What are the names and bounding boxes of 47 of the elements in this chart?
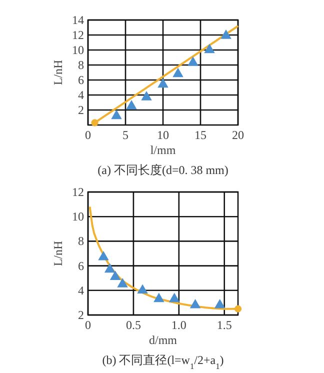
point	[234, 305, 242, 312]
x-tick-label: 0	[85, 318, 91, 332]
point	[126, 100, 137, 110]
x-axis-title: l/mm	[150, 143, 176, 157]
y-tick-label: 10	[72, 43, 84, 57]
y-axis-title: L/nH	[51, 240, 65, 266]
point	[168, 292, 180, 302]
y-tick-label: 12	[72, 28, 84, 42]
x-tick-label: 20	[232, 128, 244, 142]
point	[172, 68, 184, 78]
y-tick-label: 10	[72, 210, 84, 224]
point	[190, 298, 201, 308]
x-tick-label: 15	[194, 128, 206, 142]
y-tick-label: 4	[78, 88, 84, 102]
x-tick-label: 10	[157, 128, 169, 142]
x-axis-title: d/mm	[148, 333, 178, 347]
x-tick-label: 0.5	[126, 318, 141, 332]
point	[111, 110, 122, 120]
point	[91, 119, 98, 126]
x-tick-label: 1.0	[171, 318, 186, 332]
point	[98, 250, 109, 260]
x-tick-label: 5	[122, 128, 128, 142]
point	[158, 78, 168, 88]
point	[117, 278, 128, 288]
point	[110, 270, 121, 280]
y-tick-label: 8	[78, 58, 84, 72]
point	[220, 30, 232, 39]
point	[137, 284, 148, 294]
y-tick-label: 14	[72, 13, 84, 27]
point	[204, 44, 215, 54]
y-tick-label: 2	[78, 103, 84, 117]
x-tick-label: 1.5	[216, 318, 232, 332]
y-tick-label: 2	[78, 308, 84, 322]
y-tick-label: 12	[72, 185, 84, 199]
text: (b) 不同直径(l=w$_{1}$/2+a$_{1}$)	[102, 353, 224, 370]
y-tick-label: 6	[78, 73, 84, 87]
y-tick-label: 6	[78, 258, 84, 273]
y-tick-label: 8	[78, 234, 84, 248]
y-axis-title: L/nH	[51, 60, 65, 86]
point	[141, 91, 152, 100]
point	[104, 263, 116, 273]
text: (a) 不同长度(d=0. 38 mm)	[98, 163, 228, 177]
point	[154, 292, 164, 302]
y-tick-label: 4	[78, 283, 84, 298]
x-tick-label: 0	[85, 128, 91, 142]
point	[188, 56, 198, 66]
point	[214, 298, 226, 308]
